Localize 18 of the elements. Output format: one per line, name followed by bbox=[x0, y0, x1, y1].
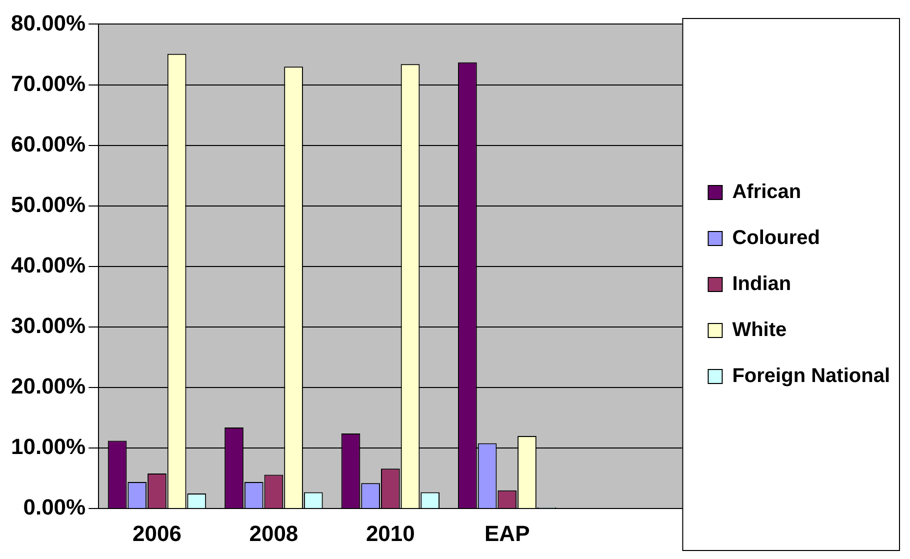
y-tick-label: 50.00% bbox=[10, 192, 86, 217]
legend-label: Foreign National bbox=[732, 365, 890, 388]
x-tick-label: 2010 bbox=[366, 520, 415, 546]
y-tick-label: 0.00% bbox=[23, 494, 86, 520]
x-tick-label: EAP bbox=[484, 520, 530, 546]
legend-label: Coloured bbox=[732, 227, 820, 250]
y-tick-label: 30.00% bbox=[10, 313, 86, 338]
y-tick-label: 40.00% bbox=[10, 252, 86, 278]
x-tick-label: 2006 bbox=[132, 520, 182, 546]
x-tick-label: 2008 bbox=[249, 520, 298, 546]
y-tick-label: 60.00% bbox=[10, 131, 86, 156]
y-tick-label: 20.00% bbox=[10, 374, 86, 399]
legend-label: African bbox=[732, 181, 802, 204]
y-tick-label: 10.00% bbox=[10, 434, 86, 460]
y-tick-label: 80.00% bbox=[10, 10, 86, 36]
legend-label: White bbox=[732, 319, 787, 342]
legend-label: Indian bbox=[732, 273, 792, 296]
y-tick-label: 70.00% bbox=[10, 70, 86, 96]
